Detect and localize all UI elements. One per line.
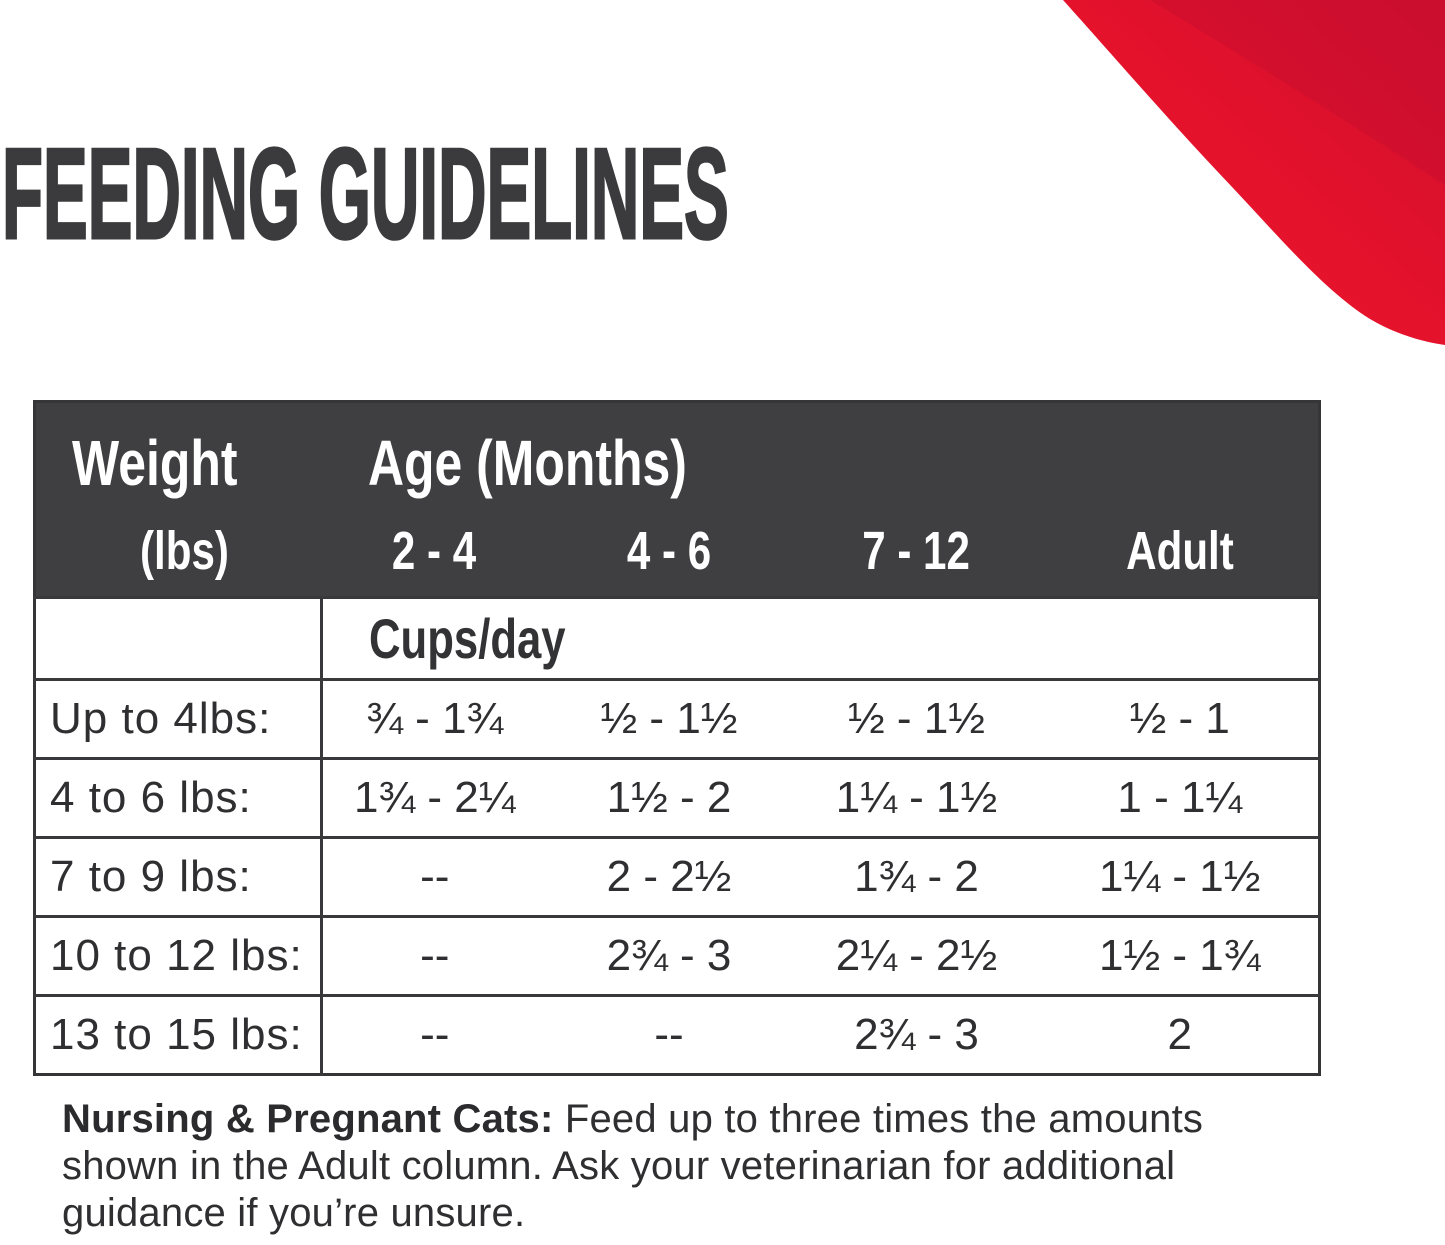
units-label-cell: Cups/day — [320, 596, 1320, 680]
column-header-age-7-12: 7 - 12 — [791, 502, 1042, 598]
value-cell: 2¼ - 2½ — [791, 915, 1042, 996]
page-title: FEEDING GUIDELINES — [1, 122, 729, 266]
weight-label: 4 to 6 lbs: — [34, 757, 322, 838]
value-cell: -- — [546, 994, 792, 1075]
value-cell: 1 - 1¼ — [1041, 757, 1320, 838]
value-cell: 1½ - 1¾ — [1041, 915, 1320, 996]
table-row-7-to-9-lbs: 7 to 9 lbs: -- 2 - 2½ 1¾ - 2 1¼ - 1½ — [34, 836, 1320, 917]
table-header: Weight Age (Months) (lbs) 2 - 4 4 - 6 7 … — [34, 401, 1320, 598]
units-row-empty-cell — [34, 596, 322, 680]
value-cell: 1¼ - 1½ — [791, 757, 1042, 838]
column-header-age-2-4: 2 - 4 — [321, 502, 547, 598]
weight-label: 10 to 12 lbs: — [34, 915, 322, 996]
value-cell: 1½ - 2 — [546, 757, 792, 838]
value-cell: ½ - 1 — [1041, 678, 1320, 759]
units-row: Cups/day — [34, 596, 1320, 680]
value-cell: 2¾ - 3 — [791, 994, 1042, 1075]
value-cell: 2¾ - 3 — [546, 915, 792, 996]
weight-label: Up to 4lbs: — [34, 678, 322, 759]
table-row-10-to-12-lbs: 10 to 12 lbs: -- 2¾ - 3 2¼ - 2½ 1½ - 1¾ — [34, 915, 1320, 996]
value-cell: 2 - 2½ — [546, 836, 792, 917]
value-cell: ½ - 1½ — [791, 678, 1042, 759]
header-row-subcolumns: (lbs) 2 - 4 4 - 6 7 - 12 Adult — [34, 502, 1320, 598]
table-row-4-to-6-lbs: 4 to 6 lbs: 1¾ - 2¼ 1½ - 2 1¼ - 1½ 1 - 1… — [34, 757, 1320, 838]
value-cell: -- — [320, 836, 547, 917]
column-header-lbs: (lbs) — [34, 502, 322, 598]
column-header-age-4-6: 4 - 6 — [546, 502, 792, 598]
weight-label: 13 to 15 lbs: — [34, 994, 322, 1075]
value-cell: -- — [320, 994, 547, 1075]
header-row-groups: Weight Age (Months) — [34, 401, 1320, 502]
value-cell: 2 — [1041, 994, 1320, 1075]
value-cell: ¾ - 1¾ — [320, 678, 547, 759]
value-cell: 1¾ - 2 — [791, 836, 1042, 917]
table-row-13-to-15-lbs: 13 to 15 lbs: -- -- 2¾ - 3 2 — [34, 994, 1320, 1075]
footnote-line1: Feed up to three times the amounts — [553, 1097, 1204, 1141]
column-header-age-months: Age (Months) — [321, 401, 1320, 502]
weight-label: 7 to 9 lbs: — [34, 836, 322, 917]
footnote-line3: guidance if you’re unsure. — [62, 1191, 526, 1235]
table-row-up-to-4lbs: Up to 4lbs: ¾ - 1¾ ½ - 1½ ½ - 1½ ½ - 1 — [34, 678, 1320, 759]
value-cell: 1¾ - 2¼ — [320, 757, 547, 838]
footnote-bold-lead: Nursing & Pregnant Cats: — [62, 1097, 554, 1141]
value-cell: ½ - 1½ — [546, 678, 792, 759]
value-cell: 1¼ - 1½ — [1041, 836, 1320, 917]
swoosh-main-shape — [1063, 0, 1445, 345]
column-header-weight: Weight — [34, 401, 322, 502]
footnote-line2: shown in the Adult column. Ask your vete… — [62, 1144, 1176, 1188]
value-cell: -- — [320, 915, 547, 996]
feeding-guidelines-table: Weight Age (Months) (lbs) 2 - 4 4 - 6 7 … — [33, 400, 1321, 1076]
column-header-adult: Adult — [1041, 502, 1320, 598]
swoosh-crease-shade — [1150, 0, 1445, 185]
red-swoosh-decoration — [1063, 0, 1445, 345]
footnote-nursing-pregnant-cats: Nursing & Pregnant Cats: Feed up to thre… — [62, 1096, 1392, 1237]
